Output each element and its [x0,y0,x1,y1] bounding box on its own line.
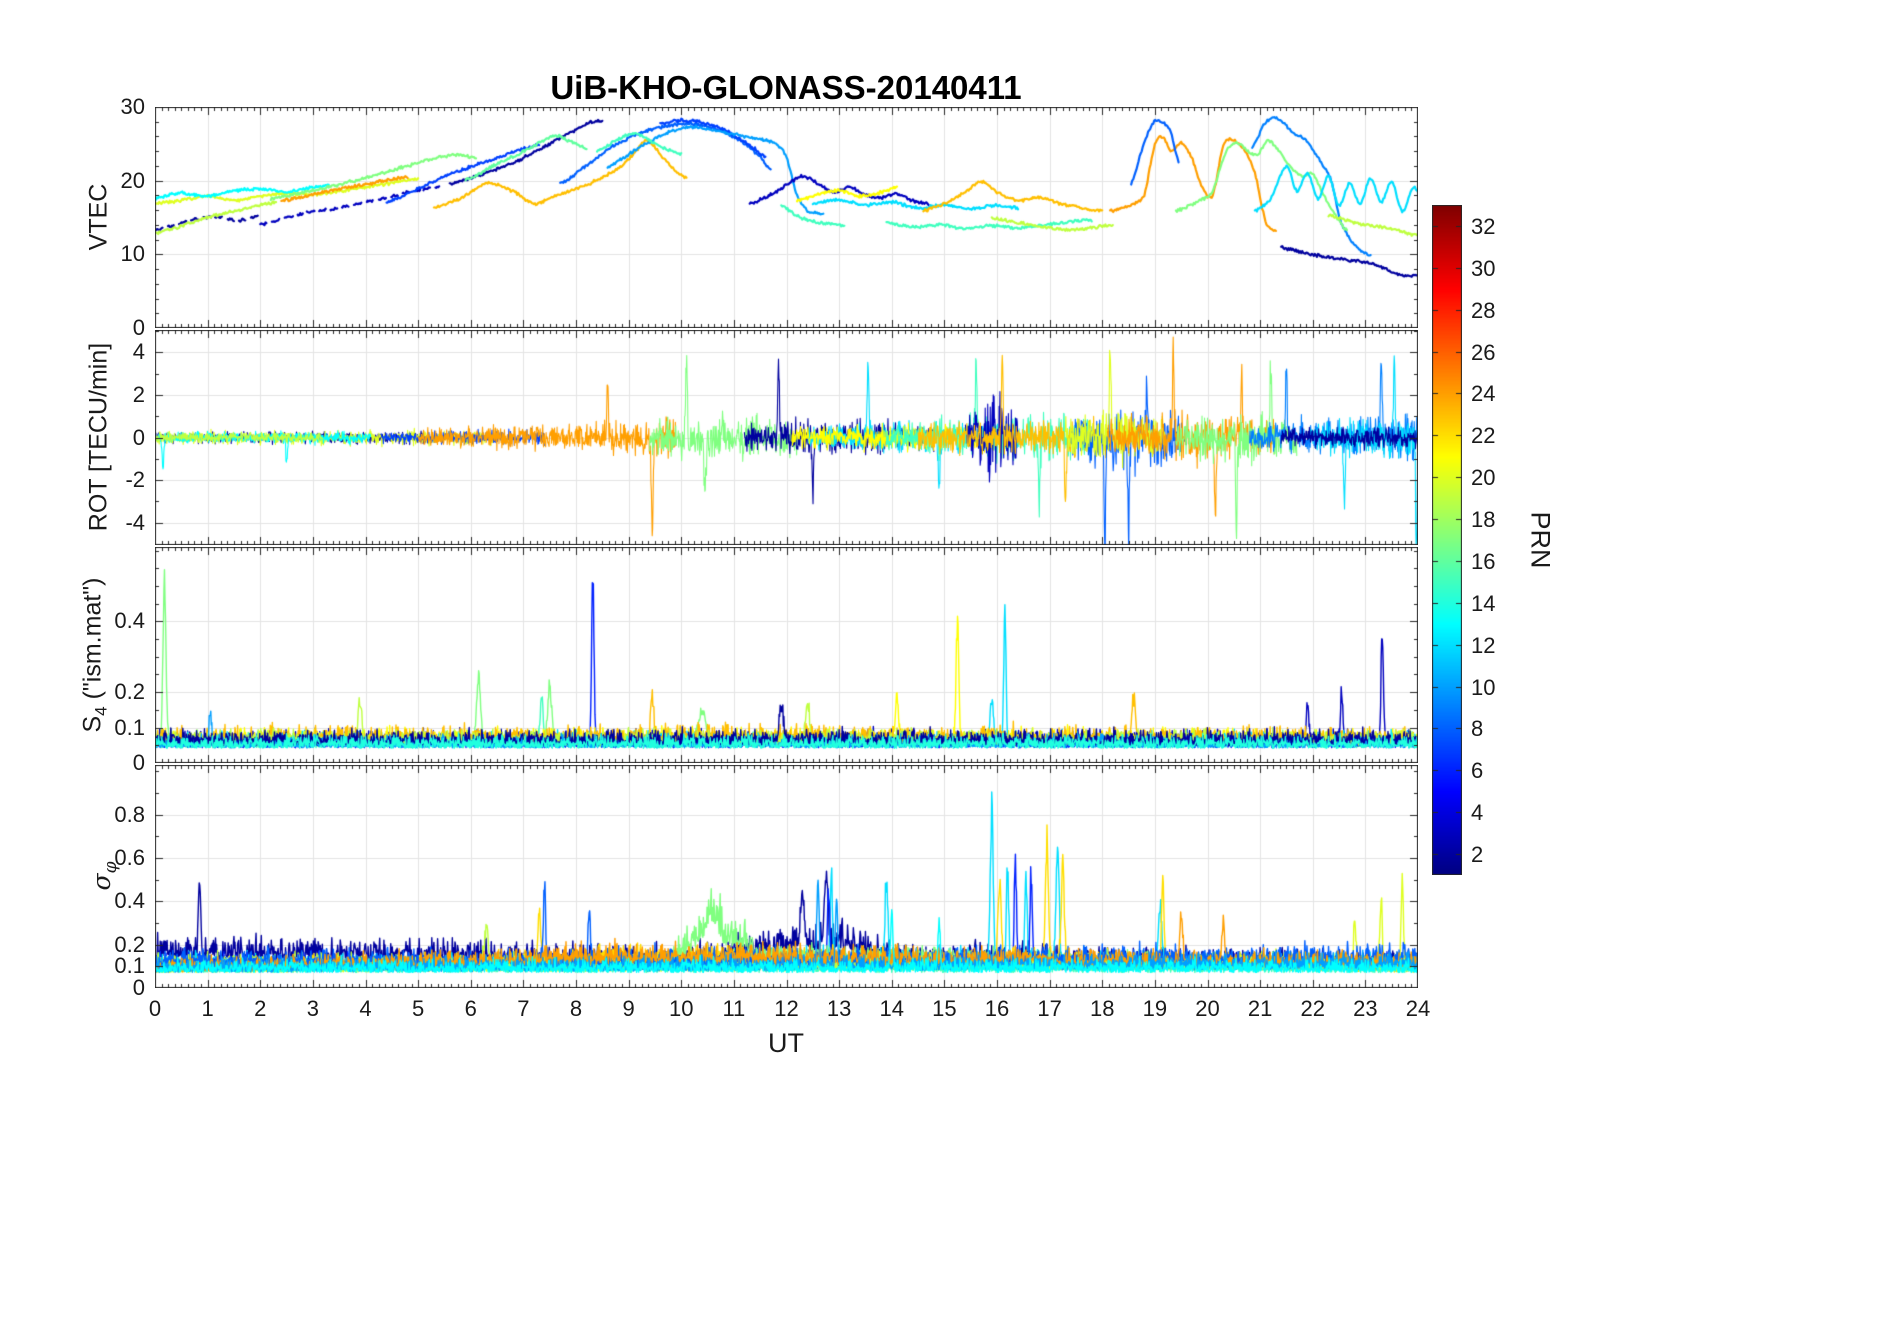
x-tick-label: 16 [984,996,1010,1021]
y-tick-label: 0.8 [114,801,145,827]
colorbar-tick-label: 26 [1471,339,1496,365]
y-tick-label: 0.2 [114,931,145,957]
y-tick-label: 0 [132,975,145,1000]
colorbar-tick-label: 24 [1471,380,1496,406]
y-tick-label: 4 [132,339,145,365]
colorbar-tick-label: 20 [1471,464,1496,490]
colorbar-tick-label: 10 [1471,674,1496,700]
y-tick-label: 0.2 [114,679,145,705]
x-tick-label: 7 [517,996,530,1021]
x-tick-label: 15 [932,996,957,1021]
y-tick-label: 10 [120,241,145,267]
y-tick-label: 2 [132,381,145,407]
s4-label-sub: 4 [91,706,111,716]
y-tick-label: 20 [120,167,145,193]
colorbar-tick-label: 14 [1471,590,1496,616]
x-tick-label: 18 [1090,996,1115,1021]
s4-plot-canvas [155,547,1418,763]
x-tick-label: 17 [1037,996,1062,1021]
colorbar-label: PRN [1525,511,1556,569]
x-tick-label: 1 [201,996,214,1021]
x-tick-label: 9 [622,996,635,1021]
s4-axis-label: S4 ("ism.mat") [79,577,112,732]
x-tick-label: 21 [1247,996,1273,1021]
y-tick-label: 0 [132,424,145,450]
x-tick-label: 3 [306,996,319,1021]
sigma_phi-plot-canvas [155,765,1418,988]
figure-title: UiB-KHO-GLONASS-20140411 [550,69,1022,106]
prn-colorbar [1432,205,1462,875]
s4-label-post: ("ism.mat") [78,577,107,707]
x-tick-label: 10 [669,996,694,1021]
y-tick-label: -4 [125,509,145,535]
colorbar-tick-label: 6 [1471,757,1484,783]
colorbar-tick-label: 32 [1471,213,1496,239]
x-tick-label: 24 [1405,996,1431,1021]
y-tick-label: 0.6 [114,845,145,871]
x-tick-label: 6 [464,996,477,1021]
vtec-plot-canvas [155,107,1418,328]
y-tick-label: 0.1 [114,714,145,740]
colorbar-tick-label: 16 [1471,548,1496,574]
colorbar-tick-label: 12 [1471,632,1496,658]
x-tick-label: 4 [359,996,372,1021]
rot-axis-label: ROT [TECU/min] [85,343,114,531]
colorbar-tick-label: 4 [1471,799,1484,825]
x-tick-label: 20 [1195,996,1220,1021]
colorbar-tick-label: 30 [1471,255,1496,281]
colorbar-tick-label: 28 [1471,297,1496,323]
x-tick-label: 19 [1142,996,1168,1021]
x-tick-label: 23 [1353,996,1378,1021]
y-tick-label: 0 [132,315,145,340]
x-tick-label: 11 [722,996,746,1021]
x-tick-label: 5 [412,996,425,1021]
y-tick-label: 0.4 [114,608,145,634]
x-tick-label: 2 [254,996,267,1021]
sigma-label-pre: σ [87,873,116,891]
y-tick-label: -2 [125,467,145,493]
colorbar-tick-label: 2 [1471,841,1484,867]
x-tick-label: 12 [774,996,799,1021]
x-tick-label: 8 [569,996,583,1021]
y-tick-label: 0 [132,750,145,775]
rot-plot-canvas [155,330,1418,545]
vtec-axis-label: VTEC [85,184,114,251]
colorbar-tick-label: 8 [1471,715,1484,741]
y-tick-label: 0.1 [114,953,145,979]
x-tick-label: 14 [879,996,904,1021]
y-tick-label: 0.4 [114,888,145,914]
x-tick-label: 22 [1300,996,1325,1021]
colorbar-tick-label: 22 [1471,422,1496,448]
y-tick-label: 30 [120,94,145,119]
x-tick-label: 0 [148,996,162,1021]
colorbar-tick-label: 18 [1471,506,1496,532]
x-tick-label: 13 [826,996,852,1021]
x-axis-label: UT [768,1028,804,1058]
rot-axis-label-text: ROT [TECU/min] [84,342,113,532]
vtec-axis-label-text: VTEC [84,183,113,251]
s4-label-pre: S [78,715,107,733]
